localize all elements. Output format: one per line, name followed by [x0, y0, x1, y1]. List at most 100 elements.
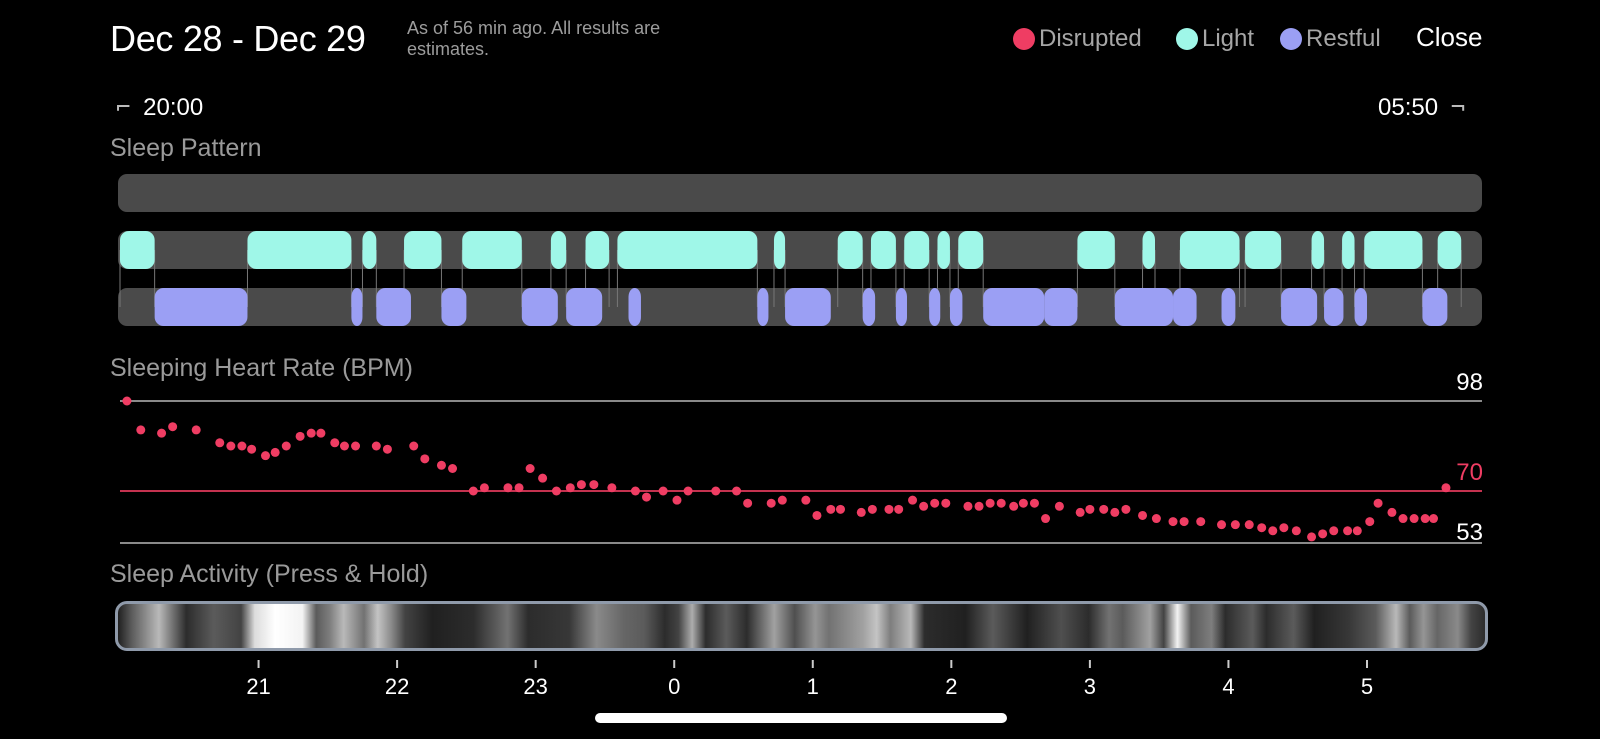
light-segment — [1142, 231, 1156, 269]
light-segment — [1077, 231, 1115, 269]
heart-rate-point — [538, 473, 548, 483]
heart-rate-point — [1054, 501, 1064, 511]
heart-rate-point — [743, 498, 753, 508]
restful-segment — [376, 288, 411, 326]
heart-rate-point — [1409, 514, 1419, 524]
heart-rate-point — [658, 486, 668, 496]
heart-rate-point — [168, 422, 178, 432]
close-button[interactable]: Close — [1416, 22, 1483, 52]
heart-rate-point — [672, 495, 682, 505]
restful-segment — [785, 288, 831, 326]
heart-rate-point — [607, 483, 617, 493]
restful-segment — [1281, 288, 1318, 326]
start-time-label: 20:00 — [143, 94, 204, 121]
heart-rate-point — [237, 441, 247, 451]
heart-rate-point — [589, 480, 599, 490]
restful-segment — [1173, 288, 1197, 326]
restful-segment — [351, 288, 363, 326]
axis-tick-label: 3 — [1084, 674, 1096, 699]
restful-segment — [154, 288, 248, 326]
bracket-right-icon: ¬ — [1450, 93, 1466, 121]
estimate-note: As of 56 min ago. All results are estima… — [407, 18, 661, 59]
heart-rate-point — [884, 504, 894, 514]
heart-rate-point — [894, 504, 904, 514]
heart-rate-point — [1085, 504, 1095, 514]
heart-rate-point — [1329, 526, 1339, 536]
heart-rate-point — [1420, 514, 1430, 524]
axis-tick-label: 0 — [668, 674, 680, 699]
heart-rate-point — [826, 504, 836, 514]
heart-rate-point — [330, 438, 340, 448]
heart-rate-point — [867, 504, 877, 514]
restful-dot-icon — [1280, 28, 1302, 50]
bracket-left-icon: ⌐ — [116, 93, 131, 121]
restful-segment — [1324, 288, 1344, 326]
time-range-end: 05:50 ¬ — [1378, 93, 1465, 122]
light-segment — [1364, 231, 1423, 269]
light-segment — [362, 231, 377, 269]
light-segment — [617, 231, 758, 269]
heart-rate-point — [766, 498, 776, 508]
light-segment — [120, 231, 155, 269]
heart-rate-point — [351, 441, 361, 451]
heart-rate-point — [801, 495, 811, 505]
axis-tick-label: 23 — [523, 674, 547, 699]
heart-rate-point — [1307, 532, 1317, 542]
heart-rate-point — [420, 454, 430, 464]
heart-rate-point — [732, 486, 742, 496]
axis-tick-label: 1 — [807, 674, 819, 699]
heart-rate-point — [835, 504, 845, 514]
heart-rate-point — [136, 425, 146, 435]
end-time-label: 05:50 — [1378, 94, 1439, 121]
sleep-activity-strip[interactable] — [115, 601, 1488, 651]
heart-rate-point — [1138, 510, 1148, 520]
heart-rate-point — [930, 498, 940, 508]
heart-rate-point — [260, 451, 270, 461]
disrupted-dot-icon — [1013, 28, 1035, 50]
legend-label: Restful — [1306, 25, 1381, 52]
heart-rate-point — [1099, 504, 1109, 514]
axis-tick-label: 5 — [1361, 674, 1373, 699]
light-segment — [585, 231, 610, 269]
axis-tick-label: 4 — [1222, 674, 1234, 699]
heart-rate-point — [1257, 523, 1267, 533]
heart-rate-point — [281, 441, 291, 451]
heart-rate-point — [1018, 498, 1028, 508]
home-indicator[interactable] — [595, 713, 1007, 723]
light-segment — [404, 231, 442, 269]
heart-rate-point — [1110, 507, 1120, 517]
heart-rate-point — [856, 507, 866, 517]
heart-rate-point — [468, 486, 478, 496]
restful-segment — [1422, 288, 1448, 326]
restful-segment — [757, 288, 769, 326]
heart-rate-point — [247, 444, 257, 454]
axis-tick-label: 22 — [385, 674, 409, 699]
heart-rate-point — [371, 441, 381, 451]
max-value-label: 98 — [1456, 370, 1483, 396]
restful-segment — [1114, 288, 1174, 326]
heart-rate-point — [630, 486, 640, 496]
light-segment — [870, 231, 896, 269]
light-segment — [1179, 231, 1240, 269]
heart-rate-point — [1230, 520, 1240, 530]
heart-rate-point — [157, 428, 167, 438]
heart-rate-point — [1352, 526, 1362, 536]
light-segment — [1437, 231, 1462, 269]
restful-segment — [566, 288, 603, 326]
heart-rate-point — [436, 460, 446, 470]
heart-rate-point — [1151, 514, 1161, 524]
sleep-pattern-chart — [118, 174, 1482, 326]
heart-rate-point — [382, 444, 392, 454]
heart-rate-point — [1179, 517, 1189, 527]
avg-value-label: 70 — [1456, 459, 1483, 486]
restful-segment — [929, 288, 941, 326]
heart-rate-point — [448, 464, 458, 473]
heart-rate-point — [316, 428, 326, 438]
light-segment — [462, 231, 522, 269]
legend-restful: Restful — [1280, 24, 1381, 54]
heart-rate-point — [1365, 517, 1375, 527]
heart-rate-point — [551, 486, 561, 496]
heart-rate-point — [1291, 526, 1301, 536]
legend-light: Light — [1176, 24, 1254, 54]
heart-rate-point — [565, 483, 575, 493]
